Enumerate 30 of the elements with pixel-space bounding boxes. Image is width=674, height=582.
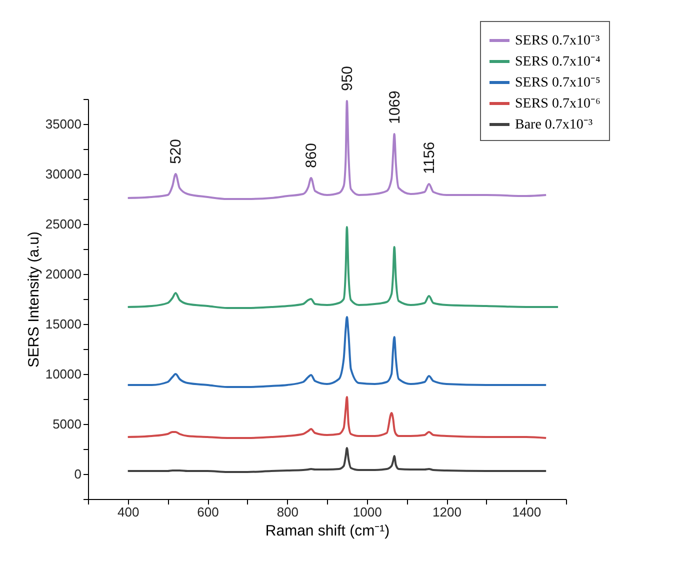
y-tick-label: 15000	[45, 316, 82, 332]
legend-label: Bare 0.7x10⁻³	[515, 118, 593, 132]
x-axis-title: Raman shift (cm⁻¹)	[265, 522, 390, 540]
legend-label: SERS 0.7x10⁻³	[515, 34, 600, 48]
y-axis-title: SERS Intensity (a.u)	[25, 232, 42, 368]
x-tick-label: 400	[117, 504, 140, 520]
y-tick-label: 25000	[45, 216, 82, 232]
annotation: 1069	[386, 90, 404, 124]
line-series	[126, 316, 548, 388]
legend-label: SERS 0.7x10⁻⁴	[515, 54, 600, 70]
line-series	[126, 447, 548, 473]
annotation: 1156	[420, 142, 438, 174]
y-tick-label: 5000	[52, 416, 82, 432]
x-tick-label: 600	[197, 504, 219, 520]
annotation: 520	[168, 138, 185, 164]
y-tick-label: 20000	[45, 266, 82, 282]
x-tick-label: 800	[276, 504, 299, 520]
y-tick-label: 35000	[45, 116, 82, 132]
annotation: 860	[303, 142, 320, 168]
line-series	[126, 226, 560, 309]
x-tick-label: 1000	[352, 504, 382, 520]
legend-label: SERS 0.7x10⁻⁵	[515, 76, 600, 90]
legend-label: SERS 0.7x10⁻⁶	[515, 96, 600, 112]
line-series	[126, 396, 548, 439]
x-tick-label: 1400	[512, 504, 542, 520]
x-tick-label: 1200	[432, 504, 462, 520]
annotation: 950	[338, 66, 356, 91]
y-tick-label: 0	[74, 466, 82, 482]
y-tick-label: 10000	[45, 366, 82, 382]
y-tick-label: 30000	[45, 166, 82, 182]
